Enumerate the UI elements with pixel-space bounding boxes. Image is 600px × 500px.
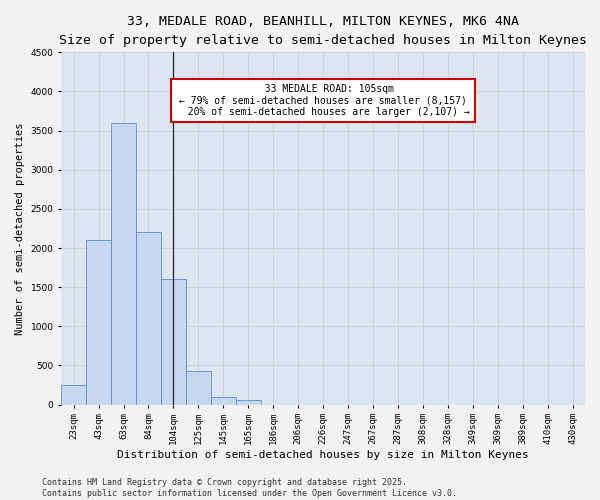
Text: Contains HM Land Registry data © Crown copyright and database right 2025.
Contai: Contains HM Land Registry data © Crown c… bbox=[42, 478, 457, 498]
Bar bbox=[236, 400, 261, 404]
Bar bbox=[111, 123, 136, 404]
Bar bbox=[61, 385, 86, 404]
X-axis label: Distribution of semi-detached houses by size in Milton Keynes: Distribution of semi-detached houses by … bbox=[117, 450, 529, 460]
Y-axis label: Number of semi-detached properties: Number of semi-detached properties bbox=[15, 122, 25, 334]
Bar bbox=[211, 396, 236, 404]
Bar bbox=[136, 232, 161, 404]
Title: 33, MEDALE ROAD, BEANHILL, MILTON KEYNES, MK6 4NA
Size of property relative to s: 33, MEDALE ROAD, BEANHILL, MILTON KEYNES… bbox=[59, 15, 587, 47]
Bar bbox=[86, 240, 111, 404]
Bar bbox=[186, 371, 211, 404]
Text: 33 MEDALE ROAD: 105sqm
← 79% of semi-detached houses are smaller (8,157)
  20% o: 33 MEDALE ROAD: 105sqm ← 79% of semi-det… bbox=[176, 84, 470, 117]
Bar bbox=[161, 280, 186, 404]
